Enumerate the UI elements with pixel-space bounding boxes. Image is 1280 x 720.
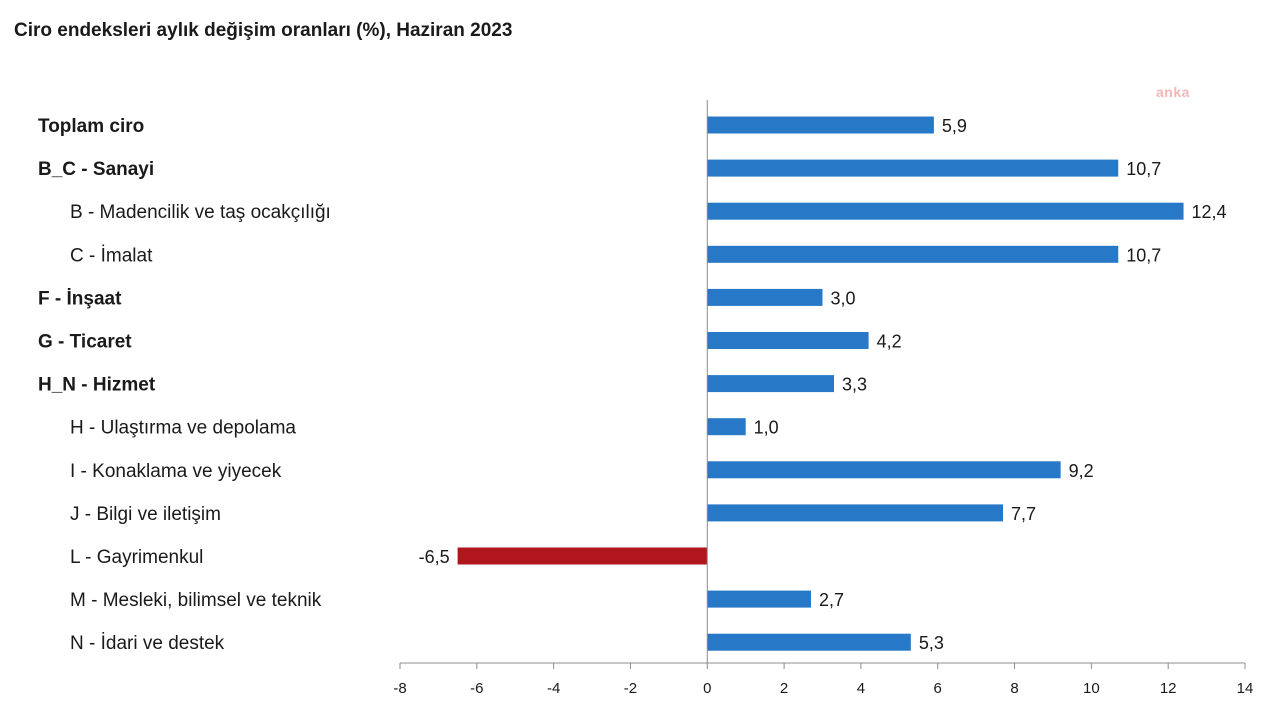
category-label: G - Ticaret <box>38 332 132 353</box>
category-label: L - Gayrimenkul <box>70 547 203 568</box>
bar <box>707 590 811 608</box>
data-label: 1,0 <box>754 418 779 438</box>
value-labels: 5,9 10,7 12,4 10,7 3,0 4,2 3,3 1,0 9,2 7,7 -6,5 2,7… <box>419 116 1227 653</box>
data-label: 5,3 <box>919 633 944 653</box>
bar <box>707 504 1004 522</box>
category-label: M - Mesleki, bilimsel ve teknik <box>70 590 322 611</box>
category-label: H - Ulaştırma ve depolama <box>70 418 296 439</box>
data-label: 2,7 <box>819 590 844 610</box>
bars <box>457 116 1184 651</box>
x-tick-label: 2 <box>780 680 788 697</box>
x-tick-label: 10 <box>1083 680 1100 697</box>
x-axis: -8 -6 -4 -2 0 2 4 6 8 10 12 14 <box>393 100 1253 697</box>
category-label: H_N - Hizmet <box>38 375 156 396</box>
x-tick-label: 4 <box>857 680 865 697</box>
category-label: F - İnşaat <box>38 288 122 309</box>
x-tick-label: 8 <box>1010 680 1018 697</box>
x-tick-label: 6 <box>934 680 942 697</box>
bar <box>707 245 1119 263</box>
bar <box>707 332 869 349</box>
data-label: -6,5 <box>419 547 450 567</box>
data-label: 5,9 <box>942 116 967 136</box>
x-tick-label: 14 <box>1237 680 1254 697</box>
category-label: B - Madencilik ve taş ocakçılığı <box>70 202 331 223</box>
data-label: 10,7 <box>1126 159 1161 179</box>
bar <box>707 202 1184 220</box>
category-label: N - İdari ve destek <box>70 633 225 654</box>
chart-title: Ciro endeksleri aylık değişim oranları (… <box>14 20 513 41</box>
bar <box>707 288 823 306</box>
x-tick-label: -8 <box>393 680 406 697</box>
x-tick-label: -4 <box>547 680 560 697</box>
category-label: C - İmalat <box>70 245 153 266</box>
bar <box>707 461 1061 479</box>
data-label: 3,0 <box>831 288 856 308</box>
data-label: 9,2 <box>1069 461 1094 481</box>
category-label: J - Bilgi ve iletişim <box>70 504 221 525</box>
watermark-logo: anka <box>1156 84 1190 100</box>
category-label: B_C - Sanayi <box>38 159 154 180</box>
bar <box>707 418 746 436</box>
bar <box>707 375 835 393</box>
bar <box>457 547 708 565</box>
bar <box>707 116 934 134</box>
category-label: Toplam ciro <box>38 116 144 137</box>
category-label: I - Konaklama ve yiyecek <box>70 461 282 482</box>
data-label: 10,7 <box>1126 245 1161 265</box>
x-tick-label: -6 <box>470 680 483 697</box>
bar <box>707 633 911 651</box>
x-tick-label: -2 <box>624 680 637 697</box>
data-label: 7,7 <box>1011 504 1036 524</box>
data-label: 3,3 <box>842 375 867 395</box>
x-tick-label: 0 <box>703 680 711 697</box>
data-label: 12,4 <box>1192 202 1227 222</box>
x-tick-label: 12 <box>1160 680 1177 697</box>
data-label: 4,2 <box>877 332 902 352</box>
bar <box>707 159 1119 177</box>
category-labels: Toplam ciro B_C - Sanayi B - Madencilik ve… <box>38 116 331 654</box>
